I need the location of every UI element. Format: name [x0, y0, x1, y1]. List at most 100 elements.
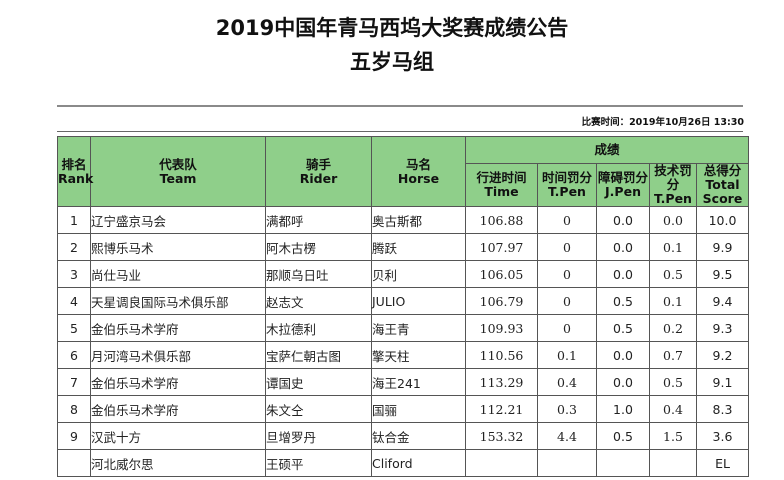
horse-cell: JULIO [371, 287, 466, 315]
jump-penalty-cell: 0.0 [596, 233, 650, 261]
time-penalty-cell: 0.1 [537, 341, 597, 369]
divider [57, 105, 743, 107]
tech-penalty-cell: 1.5 [649, 422, 697, 450]
tech-penalty-cell: 0.0 [649, 206, 697, 234]
time-penalty-cell: 0 [537, 206, 597, 234]
jump-penalty-cell: 0.0 [596, 368, 650, 396]
page-title: 2019中国年青马西坞大奖赛成绩公告 [215, 16, 569, 40]
header-rank: 排名 Rank [57, 136, 93, 207]
team-cell: 河北威尔思 [90, 449, 266, 477]
tech-penalty-cell: 0.5 [649, 260, 697, 288]
time-cell: 153.32 [465, 422, 538, 450]
rank-cell: 8 [57, 395, 91, 423]
rank-cell: 4 [57, 287, 91, 315]
header-jump-penalty: 障碍罚分 J.Pen [596, 163, 650, 207]
horse-cell: 钛合金 [371, 422, 466, 450]
divider [57, 131, 743, 132]
page-subtitle: 五岁马组 [350, 50, 434, 74]
horse-cell: 贝利 [371, 260, 466, 288]
time-penalty-cell: 0 [537, 233, 597, 261]
time-cell: 107.97 [465, 233, 538, 261]
rank-cell [57, 449, 91, 477]
rank-cell: 1 [57, 206, 91, 234]
jump-penalty-cell: 0.5 [596, 422, 650, 450]
total-score-cell: 9.4 [696, 287, 749, 315]
header-horse: 马名 Horse [371, 136, 466, 207]
table-row: 4 天星调良国际马术俱乐部 赵志文 JULIO 106.79 0 0.5 0.1 9.4 [57, 287, 749, 315]
header-time: 行进时间 Time [465, 163, 538, 207]
jump-penalty-cell: 1.0 [596, 395, 650, 423]
table-row: 7 金伯乐马术学府 谭国史 海王241 113.29 0.4 0.0 0.5 9.1 [57, 368, 749, 396]
team-cell: 汉武十方 [90, 422, 266, 450]
time-penalty-cell: 0 [537, 287, 597, 315]
tech-penalty-cell: 0.1 [649, 287, 697, 315]
header-score: 成绩 [465, 136, 749, 164]
rank-cell: 9 [57, 422, 91, 450]
header-total-score: 总得分 Total Score [696, 163, 749, 207]
table-row: 9 汉武十方 旦增罗丹 钛合金 153.32 4.4 0.5 1.5 3.6 [57, 422, 749, 450]
rider-cell: 旦增罗丹 [265, 422, 372, 450]
jump-penalty-cell: 0.0 [596, 260, 650, 288]
total-score-cell: EL [696, 449, 749, 477]
horse-cell: 海王青 [371, 314, 466, 342]
rider-cell: 阿木古楞 [265, 233, 372, 261]
header-time-penalty: 时间罚分 T.Pen [537, 163, 597, 207]
table-row: 5 金伯乐马术学府 木拉德利 海王青 109.93 0 0.5 0.2 9.3 [57, 314, 749, 342]
horse-cell: 奥古斯都 [371, 206, 466, 234]
time-penalty-cell: 0 [537, 260, 597, 288]
time-cell: 112.21 [465, 395, 538, 423]
total-score-cell: 9.9 [696, 233, 749, 261]
jump-penalty-cell: 0.0 [596, 206, 650, 234]
time-penalty-cell: 4.4 [537, 422, 597, 450]
rider-cell: 满都呼 [265, 206, 372, 234]
total-score-cell: 9.3 [696, 314, 749, 342]
time-penalty-cell [537, 449, 597, 477]
tech-penalty-cell: 0.2 [649, 314, 697, 342]
rider-cell: 朱文仝 [265, 395, 372, 423]
header-rider: 骑手 Rider [265, 136, 372, 207]
time-cell: 113.29 [465, 368, 538, 396]
header-tech-penalty: 技术罚分 T.Pen [649, 163, 697, 207]
team-cell: 金伯乐马术学府 [90, 395, 266, 423]
horse-cell: 腾跃 [371, 233, 466, 261]
rider-cell: 那顺乌日吐 [265, 260, 372, 288]
team-cell: 熙博乐马术 [90, 233, 266, 261]
total-score-cell: 9.2 [696, 341, 749, 369]
time-penalty-cell: 0.3 [537, 395, 597, 423]
table-row: 1 辽宁盛京马会 满都呼 奥古斯都 106.88 0 0.0 0.0 10.0 [57, 206, 749, 234]
table-row: 2 熙博乐马术 阿木古楞 腾跃 107.97 0 0.0 0.1 9.9 [57, 233, 749, 261]
table-row: 6 月河湾马术俱乐部 宝萨仁朝古图 擎天柱 110.56 0.1 0.0 0.7 9.2 [57, 341, 749, 369]
team-cell: 天星调良国际马术俱乐部 [90, 287, 266, 315]
time-cell: 106.79 [465, 287, 538, 315]
time-cell: 110.56 [465, 341, 538, 369]
team-cell: 尚仕马业 [90, 260, 266, 288]
time-penalty-cell: 0 [537, 314, 597, 342]
rank-cell: 5 [57, 314, 91, 342]
rank-cell: 6 [57, 341, 91, 369]
tech-penalty-cell: 0.5 [649, 368, 697, 396]
date-label: 比赛时间：2019年10月26日 13:30 [581, 117, 744, 128]
jump-penalty-cell: 0.5 [596, 287, 650, 315]
table-row: 8 金伯乐马术学府 朱文仝 国骊 112.21 0.3 1.0 0.4 8.3 [57, 395, 749, 423]
total-score-cell: 3.6 [696, 422, 749, 450]
time-cell: 106.05 [465, 260, 538, 288]
horse-cell: Cliford [371, 449, 466, 477]
team-cell: 金伯乐马术学府 [90, 314, 266, 342]
horse-cell: 海王241 [371, 368, 466, 396]
jump-penalty-cell: 0.5 [596, 314, 650, 342]
table-row: 3 尚仕马业 那顺乌日吐 贝利 106.05 0 0.0 0.5 9.5 [57, 260, 749, 288]
rank-cell: 3 [57, 260, 91, 288]
time-penalty-cell: 0.4 [537, 368, 597, 396]
rank-cell: 2 [57, 233, 91, 261]
time-cell [465, 449, 538, 477]
team-cell: 金伯乐马术学府 [90, 368, 266, 396]
jump-penalty-cell [596, 449, 650, 477]
header-team: 代表队 Team [90, 136, 266, 207]
time-cell: 106.88 [465, 206, 538, 234]
table-row: 河北威尔思 王硕平 Cliford EL [57, 449, 749, 477]
rank-cell: 7 [57, 368, 91, 396]
tech-penalty-cell [649, 449, 697, 477]
team-cell: 辽宁盛京马会 [90, 206, 266, 234]
results-table: 排名 Rank 代表队 Team 骑手 Rider 马名 Horse 成绩 行进时间 Ti… [57, 136, 749, 477]
horse-cell: 擎天柱 [371, 341, 466, 369]
